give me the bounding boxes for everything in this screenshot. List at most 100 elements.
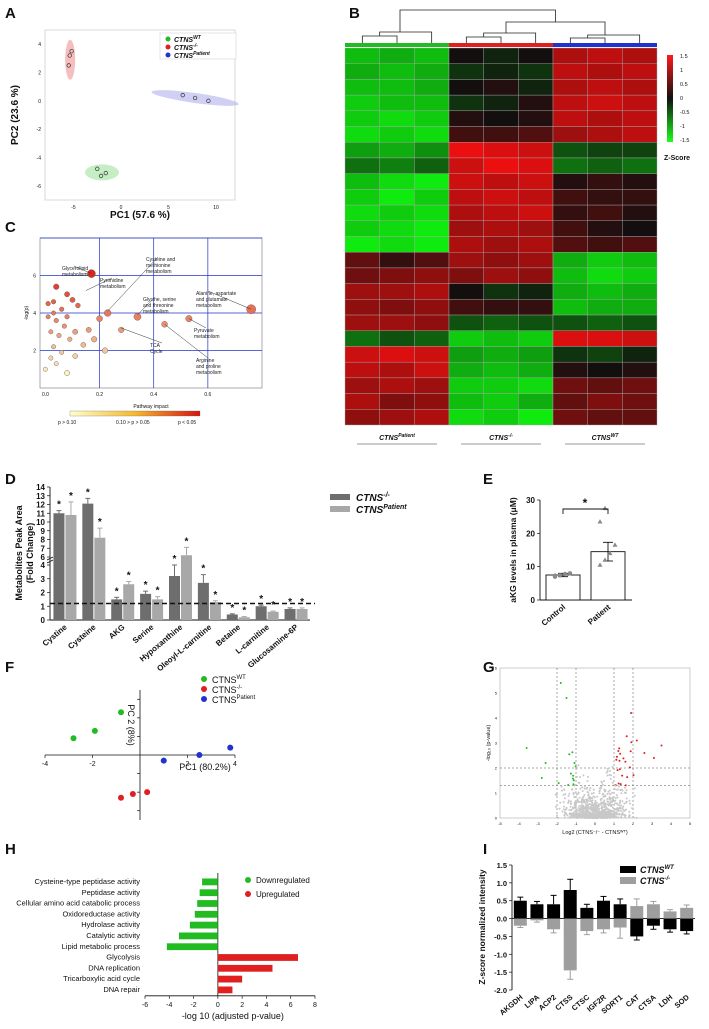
- bar: [65, 515, 77, 620]
- dendrogram-branch: [483, 32, 537, 43]
- significance-bracket: [562, 508, 609, 514]
- volcano-point: [586, 816, 589, 819]
- x-tick-label: 0.0: [42, 392, 49, 398]
- annotation-pointer: [73, 265, 92, 274]
- heatmap-cell: [587, 63, 623, 80]
- y-tick-label: 2: [38, 71, 41, 77]
- x-axis-label: Log2 (CTNS⁻/⁻ - CTNSᵂᵀ): [562, 829, 628, 836]
- volcano-point: [612, 798, 615, 801]
- volcano-point: [625, 735, 628, 738]
- data-point: [562, 571, 568, 577]
- volcano-point: [622, 813, 625, 816]
- data-point: [67, 53, 72, 58]
- volcano-point: [584, 811, 587, 814]
- x-tick-label: 0: [216, 1002, 220, 1009]
- volcano-point: [570, 800, 573, 803]
- volcano-point: [624, 814, 627, 817]
- colorbar-tick-label: 1.5: [680, 54, 688, 60]
- volcano-point: [615, 811, 618, 814]
- volcano-point: [606, 798, 609, 801]
- heatmap-cell: [414, 94, 450, 112]
- data-point: [597, 519, 603, 524]
- heatmap-cell: [379, 314, 415, 331]
- colorbar: [667, 55, 673, 142]
- heatmap-cell: [483, 314, 519, 331]
- significance-mark: *: [583, 496, 588, 510]
- significance-mark: *: [185, 536, 189, 547]
- heatmap-cell: [587, 409, 623, 426]
- volcano-point: [621, 811, 624, 814]
- data-point: [118, 794, 124, 801]
- significance-mark: *: [201, 564, 205, 575]
- volcano-point: [576, 812, 579, 815]
- volcano-point: [604, 808, 607, 811]
- category-label: SOD: [673, 992, 692, 1010]
- legend-label: CTNS-/-: [212, 685, 242, 695]
- bar: [53, 513, 65, 620]
- bar: [123, 584, 135, 620]
- heatmap-cell: [379, 142, 415, 159]
- panel-letter: F: [5, 659, 14, 676]
- significance-mark: *: [69, 491, 73, 502]
- volcano-point: [589, 800, 592, 803]
- volcano-point: [578, 781, 581, 784]
- legend-label: CTNSPatient: [174, 51, 210, 60]
- heatmap-cell: [483, 79, 519, 96]
- color-legend-label: p > 0.10: [58, 420, 76, 426]
- y-tick-label: 13: [36, 492, 45, 501]
- bar: [238, 617, 250, 620]
- volcano-point: [601, 793, 604, 796]
- volcano-point: [573, 795, 576, 798]
- category-label: DNA repair: [103, 985, 140, 994]
- volcano-point: [588, 789, 591, 792]
- volcano-point: [606, 803, 609, 806]
- volcano-point: [589, 811, 592, 814]
- legend-marker: [165, 36, 171, 42]
- volcano-point: [621, 807, 624, 810]
- heatmap-cell: [552, 142, 588, 159]
- heatmap-cell: [414, 79, 450, 96]
- volcano-point: [571, 814, 574, 817]
- volcano-point: [600, 785, 603, 788]
- heatmap-cell: [518, 252, 554, 269]
- pathway-point: [51, 344, 56, 350]
- volcano-point: [597, 803, 600, 806]
- volcano-point: [581, 789, 584, 792]
- heatmap-cell: [448, 142, 484, 159]
- heatmap-cell: [379, 94, 415, 112]
- volcano-point: [643, 752, 646, 754]
- colorbar-title: Z-Score: [664, 155, 690, 162]
- dendrogram-branch: [361, 35, 398, 43]
- volcano-point: [630, 712, 633, 714]
- volcano-point: [573, 813, 576, 816]
- volcano-point: [603, 816, 606, 819]
- volcano-point: [578, 814, 581, 817]
- heatmap-cell: [344, 409, 380, 426]
- heatmap-cell: [622, 330, 658, 347]
- category-label: Glycolysis: [106, 953, 140, 962]
- volcano-point: [598, 787, 601, 790]
- y-tick-label: 9: [41, 527, 46, 536]
- heatmap-cell: [448, 346, 484, 363]
- volcano-point: [611, 766, 614, 769]
- annotation-pointer: [207, 290, 252, 310]
- pathway-annotation: Pyrimidine: [100, 278, 124, 284]
- heatmap-cell: [344, 157, 380, 174]
- x-tick-label: -2: [89, 761, 95, 768]
- heatmap-cell: [448, 173, 484, 190]
- volcano-point: [562, 793, 565, 796]
- heatmap-cell: [344, 126, 380, 143]
- volcano-point: [592, 812, 595, 815]
- heatmap-cell: [518, 346, 554, 363]
- volcano-point: [585, 809, 588, 812]
- data-point: [206, 98, 211, 103]
- volcano-point: [554, 793, 557, 796]
- volcano-point: [635, 739, 638, 742]
- volcano-point: [563, 788, 566, 791]
- volcano-point: [590, 792, 593, 795]
- heatmap-cell: [414, 173, 450, 190]
- data-point: [129, 791, 136, 797]
- bar: [197, 900, 218, 907]
- heatmap-cell: [379, 346, 415, 363]
- legend-label: CTNSPatient: [356, 504, 407, 516]
